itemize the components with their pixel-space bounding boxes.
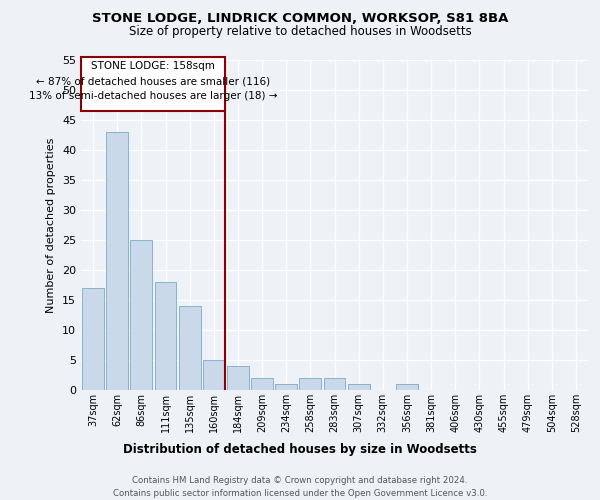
Bar bbox=[348, 384, 370, 390]
Text: Distribution of detached houses by size in Woodsetts: Distribution of detached houses by size … bbox=[123, 442, 477, 456]
Bar bbox=[106, 132, 128, 390]
Bar bbox=[179, 306, 200, 390]
Text: Size of property relative to detached houses in Woodsetts: Size of property relative to detached ho… bbox=[128, 25, 472, 38]
Bar bbox=[203, 360, 224, 390]
Bar bbox=[299, 378, 321, 390]
Bar bbox=[155, 282, 176, 390]
Text: Contains HM Land Registry data © Crown copyright and database right 2024.: Contains HM Land Registry data © Crown c… bbox=[132, 476, 468, 485]
Bar bbox=[323, 378, 346, 390]
Bar bbox=[396, 384, 418, 390]
Y-axis label: Number of detached properties: Number of detached properties bbox=[46, 138, 56, 312]
Bar bbox=[227, 366, 249, 390]
FancyBboxPatch shape bbox=[81, 57, 224, 111]
Bar bbox=[130, 240, 152, 390]
Bar bbox=[251, 378, 273, 390]
Text: STONE LODGE, LINDRICK COMMON, WORKSOP, S81 8BA: STONE LODGE, LINDRICK COMMON, WORKSOP, S… bbox=[92, 12, 508, 24]
Text: 13% of semi-detached houses are larger (18) →: 13% of semi-detached houses are larger (… bbox=[29, 91, 277, 101]
Text: STONE LODGE: 158sqm: STONE LODGE: 158sqm bbox=[91, 61, 215, 71]
Bar bbox=[275, 384, 297, 390]
Bar bbox=[82, 288, 104, 390]
Text: Contains public sector information licensed under the Open Government Licence v3: Contains public sector information licen… bbox=[113, 489, 487, 498]
Text: ← 87% of detached houses are smaller (116): ← 87% of detached houses are smaller (11… bbox=[36, 76, 270, 86]
